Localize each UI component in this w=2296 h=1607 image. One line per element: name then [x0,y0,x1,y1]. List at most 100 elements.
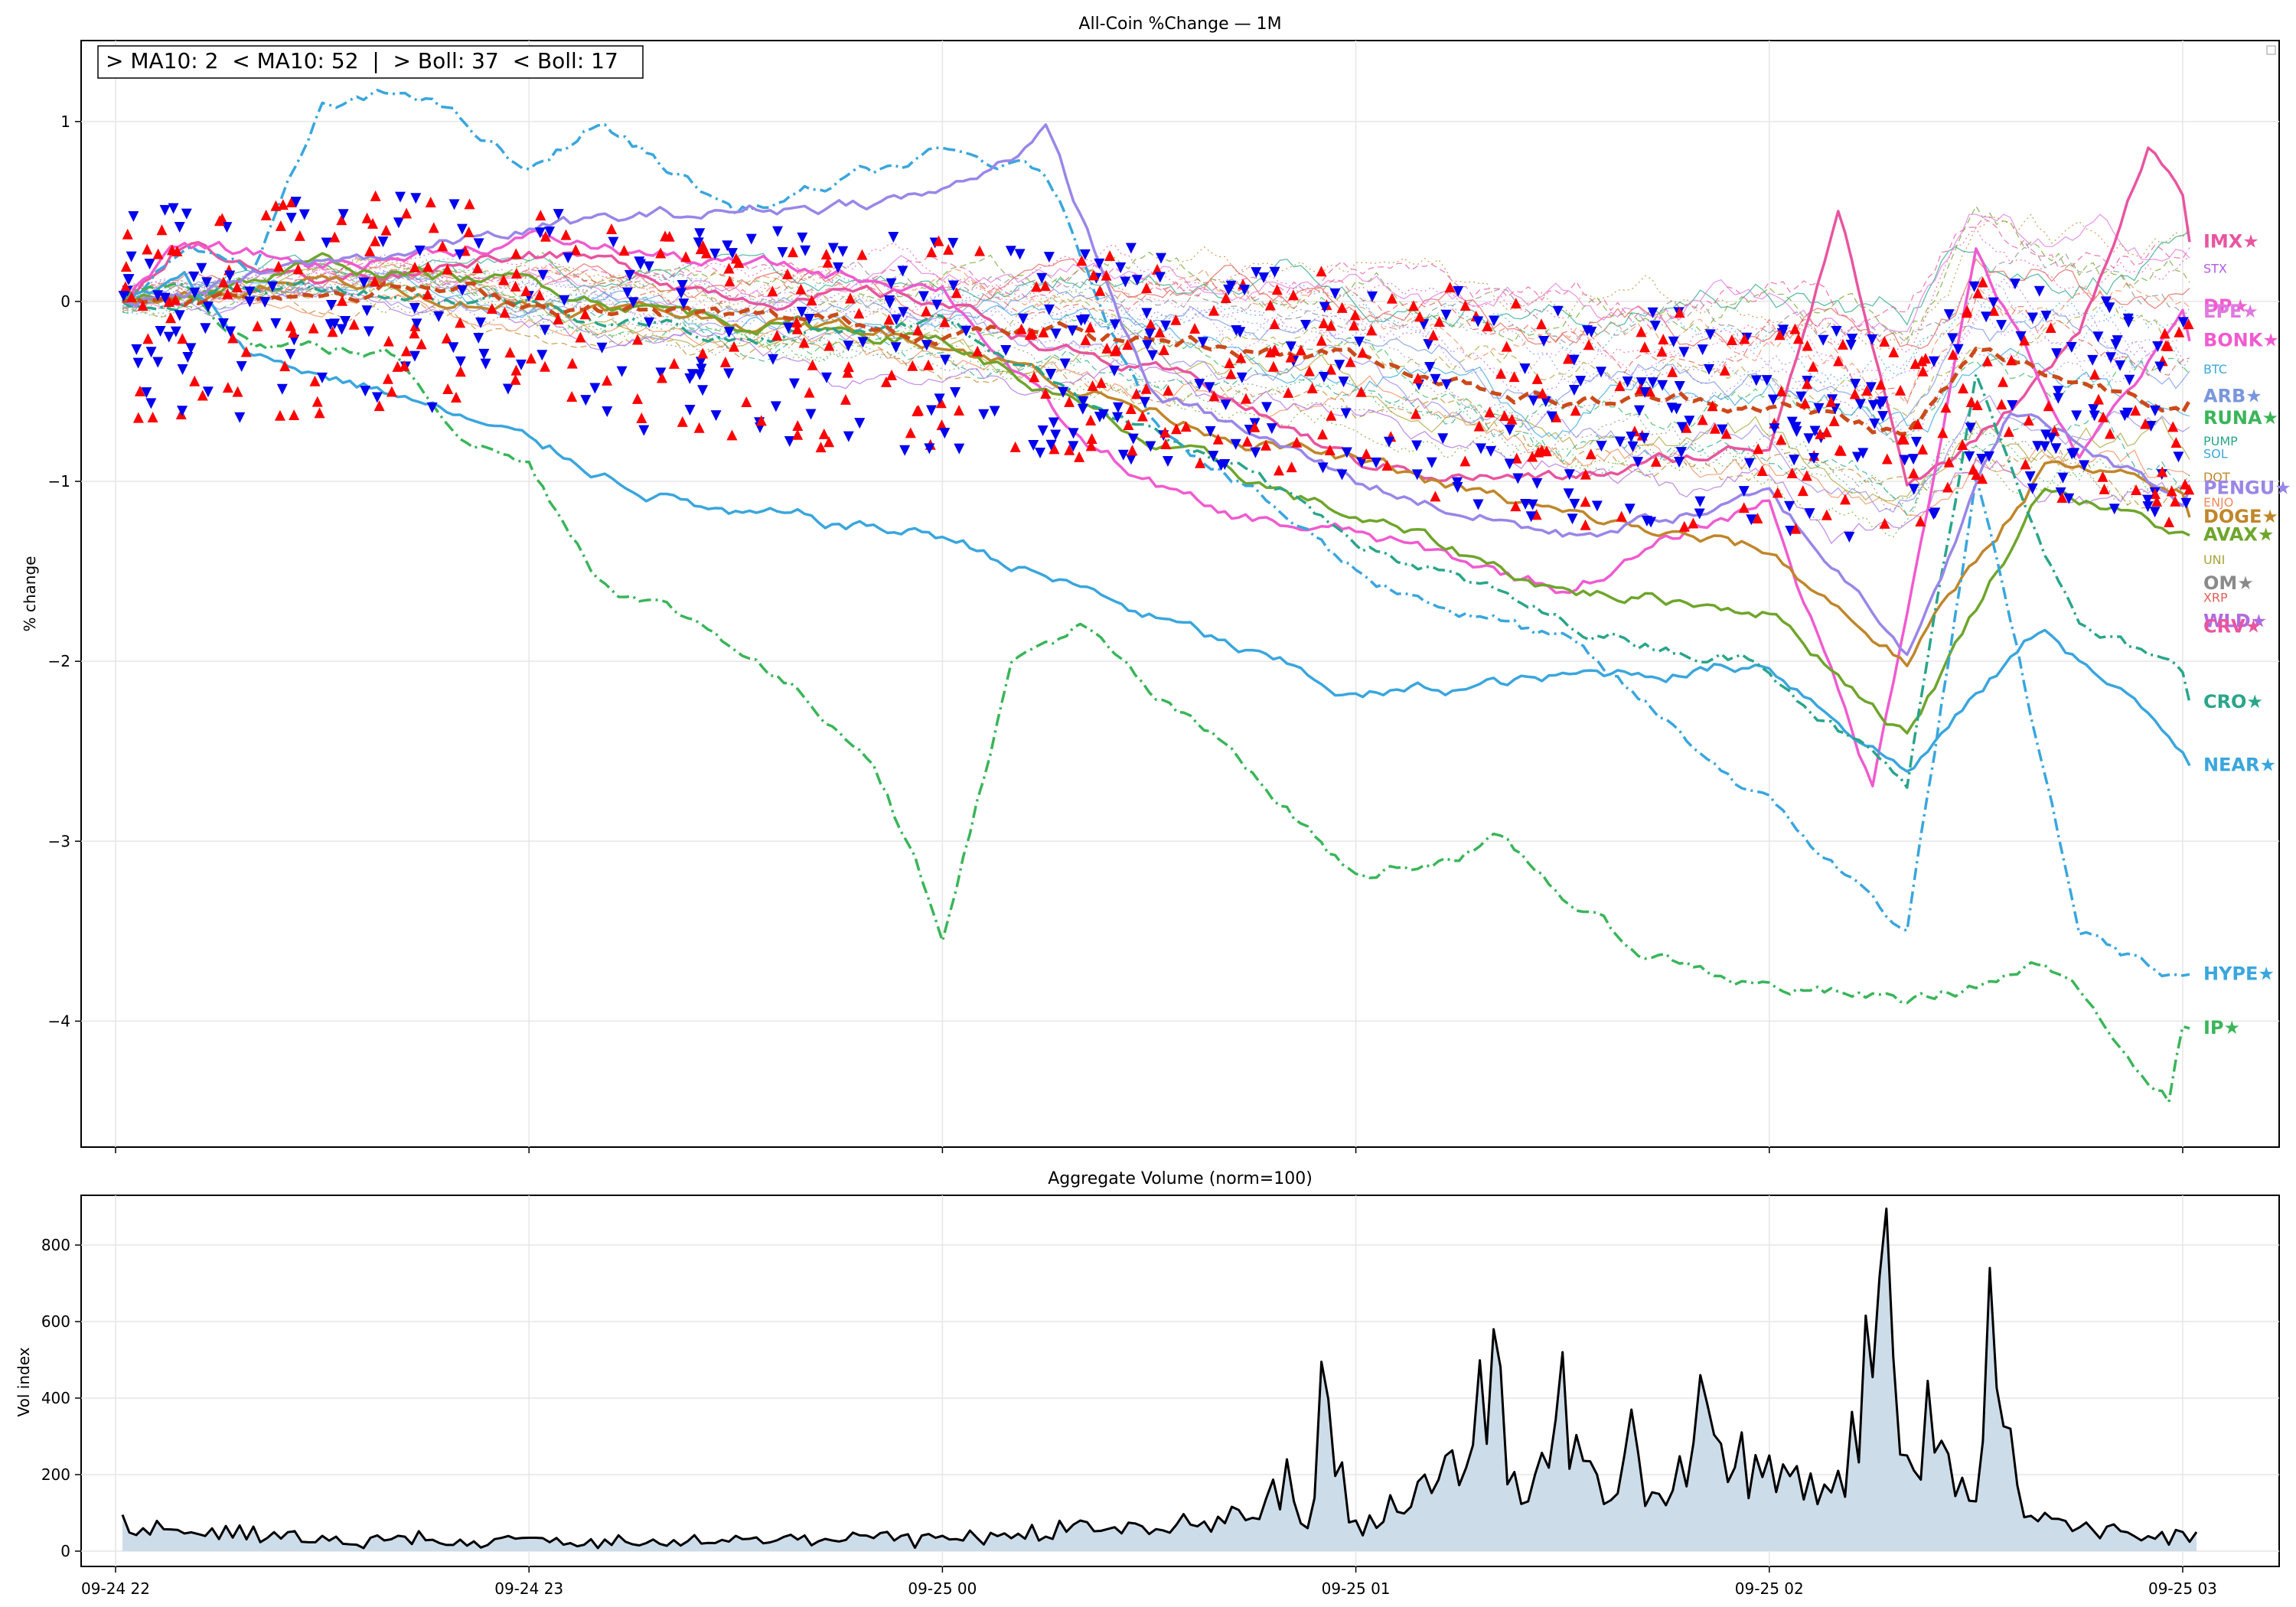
up-signal-marker [1140,383,1152,394]
down-signal-marker [1908,484,1919,495]
up-signal-marker [409,328,420,339]
down-signal-marker [1636,377,1647,389]
up-signal-marker [1064,444,1075,455]
up-signal-marker [631,393,643,404]
up-signal-marker [719,356,731,367]
up-signal-marker [1039,280,1051,292]
up-signal-marker [2003,425,2014,437]
up-signal-marker [795,283,807,295]
up-signal-marker [380,224,392,236]
down-signal-marker [1125,454,1137,465]
down-signal-marker [1908,454,1919,465]
down-signal-marker [1512,473,1524,484]
up-signal-marker [939,316,951,328]
coin-label-6: ARB★ [2203,386,2262,407]
up-signal-marker [386,386,397,397]
down-signal-marker [1528,395,1539,406]
up-signal-marker [525,352,536,363]
down-signal-marker [340,316,351,328]
up-signal-marker [401,207,413,219]
up-signal-marker [287,327,298,338]
down-signal-marker [1078,396,1089,407]
up-signal-marker [905,427,916,438]
down-signal-marker [1115,262,1127,273]
down-signal-marker [1943,309,1955,321]
down-signal-marker [393,217,404,229]
down-signal-marker [1813,403,1825,414]
down-signal-marker [797,232,808,243]
up-signal-marker [142,333,154,344]
down-signal-marker [1341,447,1352,458]
up-signal-marker [2166,485,2177,497]
up-signal-marker [1536,444,1548,455]
down-signal-marker [1367,291,1378,302]
down-signal-marker [885,278,897,289]
down-signal-marker [1952,344,1964,355]
down-signal-marker [1437,433,1449,445]
up-signal-marker [1407,300,1419,311]
down-signal-marker [410,193,422,204]
up-signal-marker [383,335,394,347]
up-signal-marker [1260,439,1271,451]
down-signal-marker [1520,498,1531,510]
up-signal-marker [1095,376,1107,388]
up-signal-marker [142,243,153,255]
top-ytick-label-3: −1 [48,472,70,491]
up-signal-marker [815,442,827,453]
up-signal-marker [1224,357,1235,369]
up-signal-marker [1482,320,1493,331]
down-signal-marker [899,445,911,456]
up-signal-marker [1940,402,1952,413]
up-signal-marker [1087,380,1098,391]
up-signal-marker [1160,438,1172,450]
up-signal-marker [214,215,225,227]
coin-label-20: CRO★ [2203,691,2263,712]
up-signal-marker [504,347,516,358]
series-line-1 [122,229,2191,788]
down-signal-marker [2100,296,2112,308]
up-signal-marker [510,248,522,259]
up-signal-marker [807,359,818,370]
down-signal-marker [478,348,490,360]
down-signal-marker [947,280,959,292]
up-signal-marker [1366,324,1378,336]
up-signal-marker [791,316,802,328]
up-signal-marker [1996,399,2007,410]
up-signal-marker [1697,414,1708,425]
up-signal-marker [1110,344,1122,355]
up-signal-marker [370,235,381,246]
up-signal-marker [1171,423,1182,435]
bottom-xtick-label-4: 09-25 02 [1735,1579,1804,1598]
bottom-xtick-label-3: 09-25 01 [1322,1579,1391,1598]
down-signal-marker [1761,375,1773,386]
legend-box [2266,45,2276,55]
down-signal-marker [1205,425,1216,437]
up-signal-marker [1797,485,1808,497]
down-signal-marker [1808,452,1820,464]
up-signal-marker [1326,409,1337,421]
up-signal-marker [1879,335,1890,347]
down-signal-marker [1567,513,1578,525]
up-signal-marker [534,289,546,301]
up-signal-marker [277,199,289,210]
down-signal-marker [2104,302,2115,314]
up-signal-marker [853,308,865,319]
down-signal-marker [1125,243,1137,254]
top-ytick-label-5: 1 [60,112,70,131]
up-signal-marker [2043,400,2054,412]
up-signal-marker [1410,408,1421,419]
up-signal-marker [791,323,803,334]
down-signal-marker [544,227,556,238]
bottom-xtick-label-0: 09-24 22 [81,1579,150,1598]
up-signal-marker [275,220,286,231]
down-signal-marker [1877,411,1889,422]
down-signal-marker [644,317,655,328]
up-signal-marker [907,360,918,371]
up-signal-marker [1355,386,1367,397]
down-signal-marker [2180,497,2192,509]
up-signal-marker [337,295,348,306]
background-coin-line-16 [122,267,2190,517]
down-signal-marker [326,299,338,311]
down-signal-marker [1964,451,1975,462]
